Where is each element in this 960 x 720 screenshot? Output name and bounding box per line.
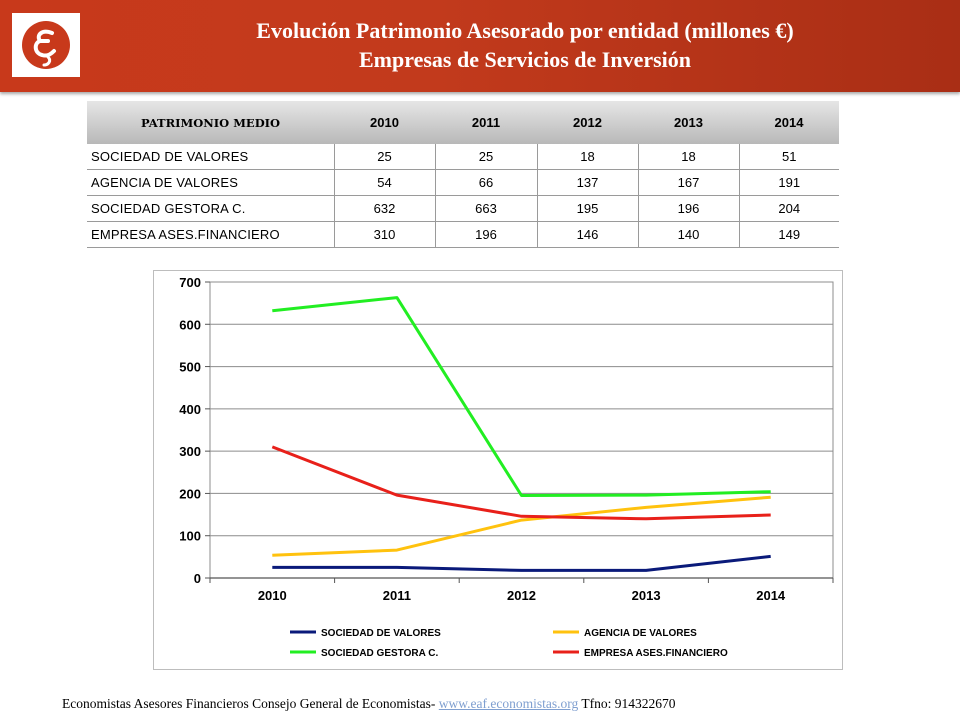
table-cell: 51 (738, 144, 839, 170)
footer-phone: Tfno: 914322670 (578, 696, 676, 711)
table-header-cell: 2011 (435, 101, 537, 144)
legend-label: EMPRESA ASES.FINANCIERO (584, 648, 728, 659)
table-cell: 149 (738, 221, 839, 248)
table-header-cell: 2012 (537, 101, 638, 144)
table-cell: EMPRESA ASES.FINANCIERO (87, 221, 334, 248)
table-cell: 196 (434, 221, 537, 248)
table-cell: 191 (738, 169, 839, 196)
footer: Economistas Asesores Financieros Consejo… (62, 696, 676, 712)
x-tick-label: 2011 (383, 588, 411, 603)
y-tick-label: 200 (179, 486, 201, 501)
table-header-cell: 2013 (638, 101, 739, 144)
table-cell: 663 (434, 195, 537, 222)
table-cell: 632 (333, 195, 435, 222)
table-header-cell: 2014 (739, 101, 839, 144)
table-header-cell: 2010 (334, 101, 435, 144)
table-cell: SOCIEDAD DE VALORES (87, 144, 334, 170)
table-row: AGENCIA DE VALORES 54 66 137 167 191 (87, 169, 839, 196)
table-cell: 195 (536, 195, 638, 222)
table-row: SOCIEDAD DE VALORES 25 25 18 18 51 (87, 144, 839, 170)
y-tick-label: 300 (179, 444, 201, 459)
header-banner: Evolución Patrimonio Asesorado por entid… (0, 0, 960, 92)
y-tick-label: 700 (179, 275, 201, 290)
plot-area (209, 281, 834, 579)
y-tick-label: 100 (179, 529, 201, 544)
page-title: Evolución Patrimonio Asesorado por entid… (90, 16, 960, 74)
table-cell: 140 (637, 221, 739, 248)
table-cell: 204 (738, 195, 839, 222)
series-line (272, 495, 771, 557)
x-tick-label: 2012 (507, 588, 536, 603)
table-header-cell: PATRIMONIO MEDIO (87, 101, 334, 144)
table-cell: 25 (333, 144, 435, 170)
title-line-2: Empresas de Servicios de Inversión (358, 47, 692, 72)
table-cell: 196 (637, 195, 739, 222)
line-chart: 0 100 200 300 400 500 600 700 2010 2011 2012 2013 20… (153, 270, 843, 670)
y-tick-label: 0 (194, 571, 201, 586)
legend-label: SOCIEDAD GESTORA C. (321, 648, 438, 659)
title-line-1: Evolución Patrimonio Asesorado por entid… (256, 18, 794, 43)
legend-label: SOCIEDAD DE VALORES (321, 628, 441, 639)
table-cell: 54 (333, 169, 435, 196)
table-cell: 310 (333, 221, 435, 248)
table-cell: 66 (434, 169, 537, 196)
y-tick-label: 400 (179, 402, 201, 417)
series-line (272, 554, 771, 572)
table-cell: 146 (536, 221, 638, 248)
footer-text: Economistas Asesores Financieros Consejo… (62, 696, 439, 711)
y-tick-label: 600 (179, 317, 201, 332)
table-cell: 25 (434, 144, 537, 170)
series-line (272, 296, 771, 497)
table-cell: 167 (637, 169, 739, 196)
x-tick-label: 2010 (258, 588, 287, 603)
table-cell: 137 (536, 169, 638, 196)
table-header-row: PATRIMONIO MEDIO 2010 2011 2012 2013 201… (87, 101, 839, 144)
chart-svg: 0 100 200 300 400 500 600 700 2010 2011 2012 2013 20… (153, 270, 843, 670)
patrimonio-table: PATRIMONIO MEDIO 2010 2011 2012 2013 201… (87, 101, 839, 248)
economistas-logo-icon (12, 13, 80, 77)
x-tick-label: 2014 (756, 588, 786, 603)
table-cell: SOCIEDAD GESTORA C. (87, 195, 334, 222)
table-row: SOCIEDAD GESTORA C. 632 663 195 196 204 (87, 195, 839, 222)
table-cell: 18 (536, 144, 638, 170)
table-row: EMPRESA ASES.FINANCIERO 310 196 146 140 … (87, 221, 839, 248)
table-cell: 18 (637, 144, 739, 170)
series-line (271, 445, 771, 521)
table-cell: AGENCIA DE VALORES (87, 169, 334, 196)
footer-link[interactable]: www.eaf.economistas.org (438, 696, 579, 711)
y-tick-label: 500 (179, 360, 201, 375)
legend-label: AGENCIA DE VALORES (584, 628, 697, 639)
x-tick-label: 2013 (632, 588, 661, 603)
